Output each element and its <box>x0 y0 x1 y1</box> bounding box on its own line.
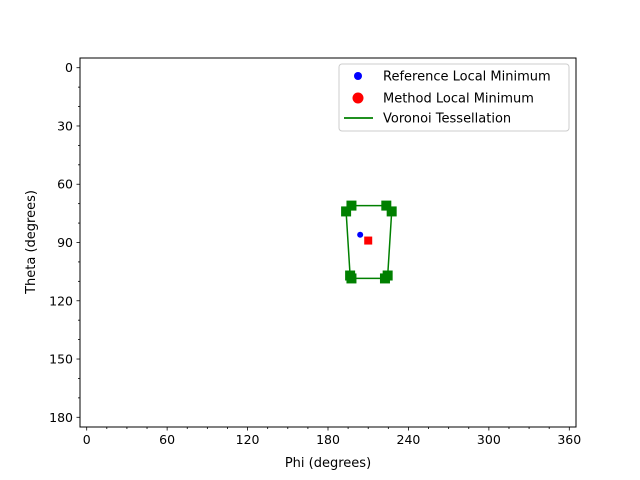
voronoi-vertex-marker <box>341 206 352 217</box>
y-tick-label: 180 <box>49 410 73 425</box>
y-tick-label: 150 <box>49 352 73 367</box>
x-tick-label: 0 <box>83 432 91 447</box>
legend-label: Method Local Minimum <box>383 92 534 107</box>
x-tick-label: 60 <box>159 432 175 447</box>
voronoi-vertex-marker <box>346 273 357 284</box>
legend-label: Voronoi Tessellation <box>383 112 511 127</box>
voronoi-vertex-marker <box>346 200 357 211</box>
y-tick-label: 0 <box>65 60 73 75</box>
legend: Reference Local Minimum Method Local Mini… <box>338 63 570 132</box>
x-tick-label: 120 <box>236 432 260 447</box>
plot-area <box>341 200 397 284</box>
voronoi-vertex-marker <box>381 200 392 211</box>
voronoi-vertex-marker <box>382 270 393 281</box>
x-tick-label: 300 <box>477 432 501 447</box>
y-tick-label: 90 <box>57 235 73 250</box>
y-tick-label: 60 <box>57 177 73 192</box>
legend-box <box>338 63 570 132</box>
y-axis-title: Theta (degrees) <box>24 190 39 295</box>
axes: 0 60 120 180 240 300 360 0 30 60 90 120 150 180 <box>49 57 581 447</box>
legend-marker-method <box>352 92 364 104</box>
x-tick-label: 180 <box>316 432 340 447</box>
legend-marker-reference <box>354 72 362 80</box>
x-tick-label: 360 <box>557 432 581 447</box>
y-tick-label: 120 <box>49 293 73 308</box>
y-tick-label: 30 <box>57 118 73 133</box>
method-minimum-point <box>364 236 373 245</box>
legend-label: Reference Local Minimum <box>383 70 551 85</box>
x-axis-title: Phi (degrees) <box>285 456 371 471</box>
reference-minimum-point <box>357 231 364 238</box>
voronoi-vertex-marker <box>386 206 397 217</box>
x-tick-label: 240 <box>397 432 421 447</box>
